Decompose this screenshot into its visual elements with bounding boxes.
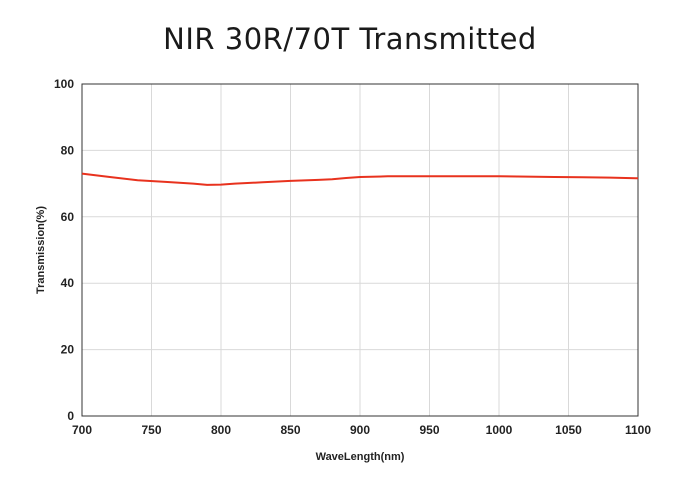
x-tick-label: 950 bbox=[419, 423, 439, 437]
x-tick-label: 700 bbox=[72, 423, 92, 437]
y-tick-labels: 0 20 40 60 80 100 bbox=[54, 77, 74, 423]
x-axis-label: WaveLength(nm) bbox=[316, 451, 405, 463]
y-tick-label: 60 bbox=[61, 210, 75, 224]
x-tick-label: 1000 bbox=[486, 423, 513, 437]
y-tick-label: 100 bbox=[54, 77, 74, 91]
y-tick-label: 40 bbox=[61, 276, 75, 290]
y-axis-label: Transmission(%) bbox=[35, 206, 47, 294]
x-tick-label: 850 bbox=[280, 423, 300, 437]
grid-lines bbox=[81, 83, 639, 417]
y-tick-label: 80 bbox=[61, 143, 75, 157]
chart-title: NIR 30R/70T Transmitted bbox=[163, 22, 537, 56]
y-tick-label: 20 bbox=[61, 343, 75, 357]
x-tick-label: 800 bbox=[211, 423, 231, 437]
x-tick-label: 1050 bbox=[555, 423, 582, 437]
x-tick-label: 750 bbox=[141, 423, 161, 437]
x-tick-label: 1100 bbox=[625, 423, 651, 437]
x-tick-labels: 700 750 800 850 900 950 1000 1050 1100 bbox=[72, 423, 651, 437]
x-tick-label: 900 bbox=[350, 423, 370, 437]
transmission-line bbox=[81, 172, 639, 186]
series-layer bbox=[81, 172, 639, 186]
y-tick-label: 0 bbox=[67, 409, 74, 423]
plot-frame bbox=[81, 83, 639, 417]
